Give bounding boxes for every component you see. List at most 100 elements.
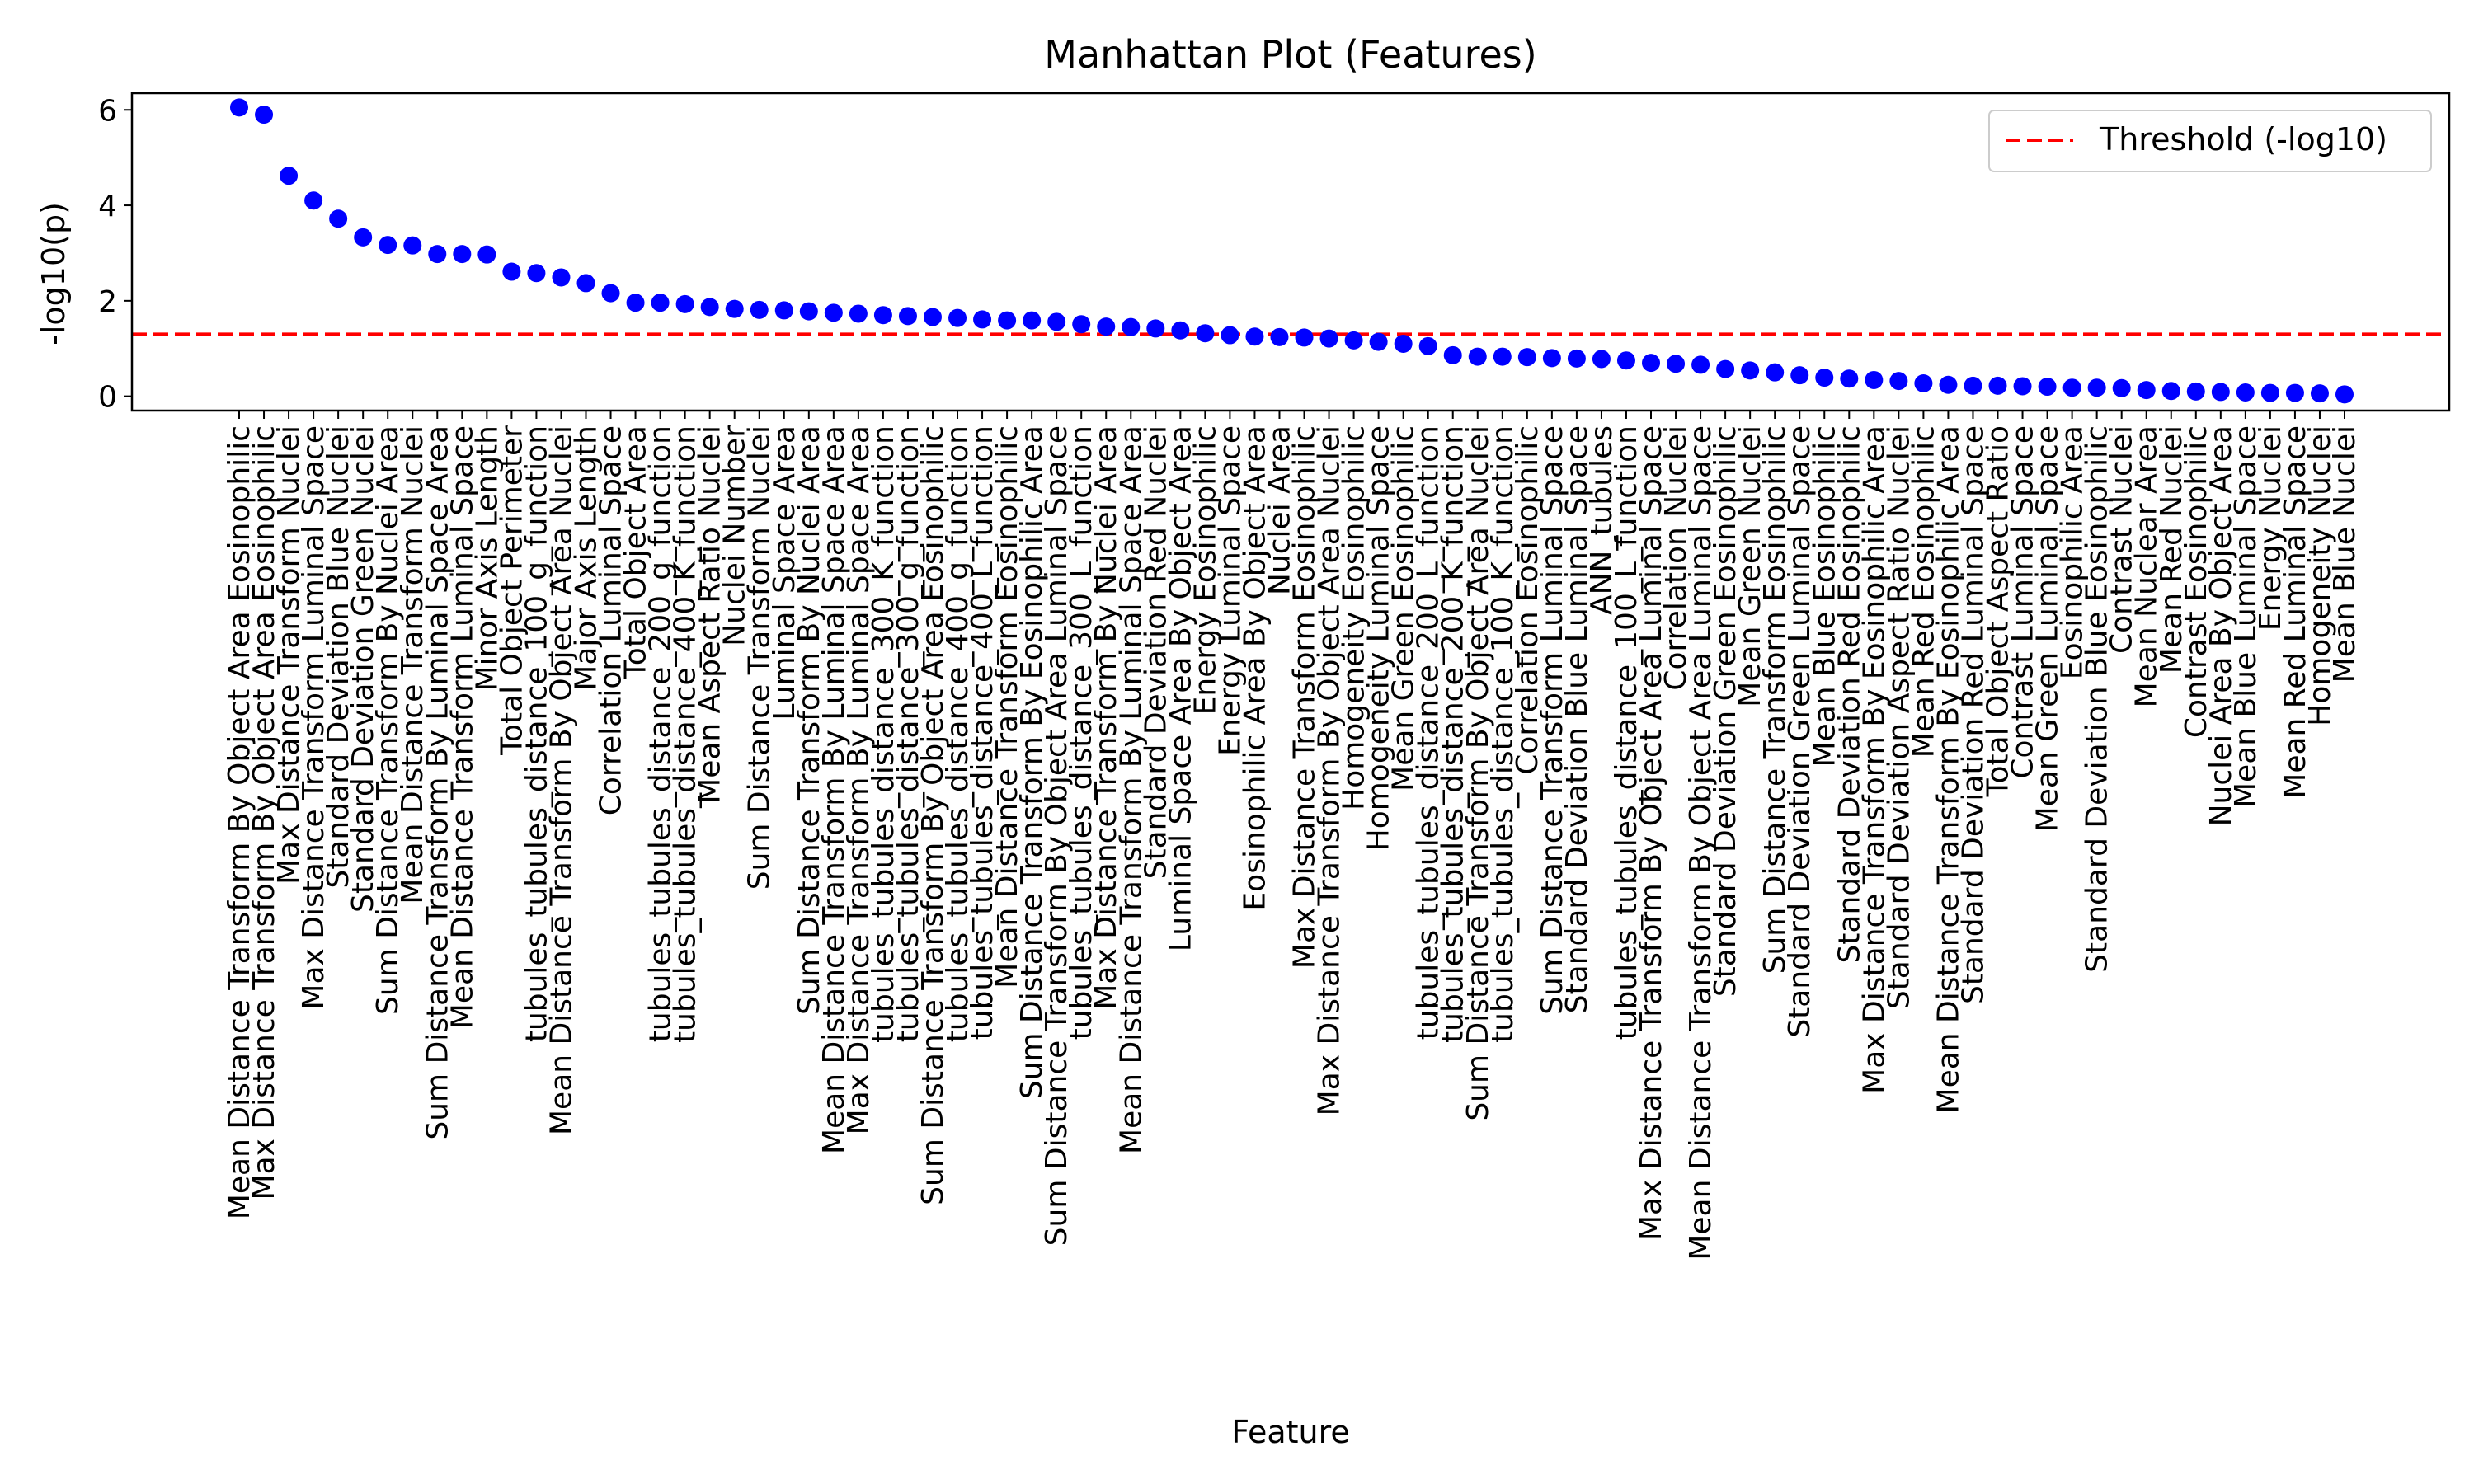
x-tick-label: Standard Deviation Red Nuclei xyxy=(1139,425,1173,879)
x-tick-label: Mean Distance Transform Eosinophilic xyxy=(990,425,1024,989)
x-tick-label: Standard Deviation Red Luminal Space xyxy=(1956,425,1990,1004)
x-tick-label: Mean Distance Transform By Luminal Space… xyxy=(1114,425,1148,1154)
x-tick-label: Max Distance Transform Eosinophilic xyxy=(1288,425,1322,969)
data-point xyxy=(280,167,299,186)
x-tick-label: Nuclei Area xyxy=(1263,425,1296,595)
data-point xyxy=(1988,376,2007,395)
x-tick-label: Sum Distance Transform By Object Area Eo… xyxy=(916,425,950,1205)
x-tick-label: Max Distance Transform By Object Area Nu… xyxy=(1313,425,1347,1115)
x-tick-label: Mean Aspect Ratio Nuclei xyxy=(694,425,727,804)
x-tick-label: Mean Distance Transform Luminal Space xyxy=(445,425,479,1029)
x-tick-label: Energy Luminal Space xyxy=(1213,425,1247,756)
x-tick-label: Max Distance Transform By Luminal Space … xyxy=(842,425,876,1134)
x-tick-label: Mean Distance Transform By Object Area L… xyxy=(1684,425,1718,1261)
x-tick-label: Luminal Space Area xyxy=(768,425,802,721)
x-tick-label: Standard Deviation Green Nuclei xyxy=(346,425,380,913)
x-tick-label: Energy Nuclei xyxy=(2254,425,2288,631)
x-tick-label: Standard Deviation Green Eosinophilic xyxy=(1709,425,1743,997)
x-tick-label: Energy Eosinophilic xyxy=(1188,425,1222,715)
x-tick-label: Sum Distance Transform By Object Area Lu… xyxy=(1040,425,1074,1246)
data-point xyxy=(1517,348,1536,367)
data-point xyxy=(1889,372,1908,391)
data-point xyxy=(1567,349,1586,368)
data-point xyxy=(2013,377,2032,396)
x-tick-label: Major Axis Length xyxy=(569,425,603,691)
x-tick-label: tubules_tubules_distance_200_L_function xyxy=(1412,425,1446,1040)
x-tick-label: Mean Blue Luminal Space xyxy=(2229,425,2263,808)
x-tick-label: Mean Distance Transform By Luminal Space… xyxy=(817,425,851,1154)
data-point xyxy=(379,236,397,255)
x-tick-label: Total Object Aspect Ratio xyxy=(1982,425,2015,797)
data-point xyxy=(1023,311,1042,330)
data-point xyxy=(403,236,422,255)
data-point xyxy=(1964,376,1982,395)
x-tick-label: Mean Green Nuclei xyxy=(1733,425,1767,707)
x-tick-label: Mean Blue Eosinophilic xyxy=(1808,425,1841,767)
data-point xyxy=(1840,369,1859,388)
x-tick-label: Minor Axis Length xyxy=(470,425,504,691)
data-point xyxy=(973,310,992,329)
x-tick-label: tubules_tubules_distance_400_g_function xyxy=(941,425,975,1042)
data-point xyxy=(2335,385,2354,404)
data-point xyxy=(1716,359,1735,378)
x-tick-label: tubules_tubules_distance_100_L_function xyxy=(1610,425,1644,1040)
x-tick-label: Mean Red Luminal Space xyxy=(2279,425,2312,799)
data-point xyxy=(2062,378,2081,397)
legend: Threshold (-log10) xyxy=(1988,110,2432,172)
x-tick-label: Eosinophilic Area xyxy=(2056,425,2090,679)
data-point xyxy=(1667,355,1686,373)
x-tick-label: Standard Deviation Blue Luminal Space xyxy=(1560,425,1594,1013)
data-point xyxy=(1122,317,1141,336)
data-point xyxy=(1642,354,1661,373)
data-point xyxy=(1443,345,1462,364)
plot-frame xyxy=(130,92,2451,412)
x-tick-label: Homogeneity Eosinophilic xyxy=(1338,425,1371,810)
data-point xyxy=(304,191,323,210)
x-tick-label: tubules_tubules_distance_300_K_function xyxy=(867,425,901,1043)
data-point xyxy=(998,311,1017,330)
data-point xyxy=(2038,378,2057,397)
data-point xyxy=(898,307,917,326)
x-tick-label: Mean Green Luminal Space xyxy=(2031,425,2065,832)
data-point xyxy=(799,302,818,321)
x-tick-label: Contrast Nuclei xyxy=(2105,425,2139,654)
x-tick-label: Mean Nuclear Area xyxy=(2130,425,2164,707)
data-point xyxy=(1270,327,1289,346)
data-point xyxy=(849,304,868,323)
x-tick-label: Correlation Eosinophilic xyxy=(1511,425,1545,775)
x-tick-label: Nuclei Area By Object Area xyxy=(2204,425,2238,826)
data-point xyxy=(1344,331,1363,350)
data-point xyxy=(576,274,595,293)
x-tick-label: Standard Deviation Blue Nuclei xyxy=(322,425,355,889)
data-point xyxy=(700,298,719,317)
x-tick-label: Contrast Eosinophilic xyxy=(2180,425,2213,738)
data-point xyxy=(552,268,571,287)
x-tick-label: Sum Distance Transform By Nuclei Area xyxy=(793,425,826,1015)
data-point xyxy=(1766,363,1785,382)
data-point xyxy=(2260,383,2279,402)
data-point xyxy=(948,308,967,327)
data-point xyxy=(651,294,670,312)
data-point xyxy=(1394,334,1413,353)
x-tick-label: Mean Distance Transform By Eosinophilic … xyxy=(1931,425,1965,1113)
x-tick-label: Homogeneity Luminal Space xyxy=(1362,425,1396,851)
data-point xyxy=(354,228,373,247)
x-tick-label: Standard Deviation Blue Eosinophilic xyxy=(2081,425,2114,973)
x-tick-label: Luminal Space Area By Object Area xyxy=(1164,425,1197,951)
x-tick-label: Max Distance Transform Nuclei xyxy=(272,425,306,885)
x-tick-label: Max Distance Transform By Object Area Lu… xyxy=(1634,425,1668,1241)
data-point xyxy=(1914,374,1933,392)
x-tick-label: tubules_tubules_distance_300_L_function xyxy=(1065,425,1098,1040)
y-axis-label: -log10(p) xyxy=(35,202,72,345)
x-tick-label: Max Distance Transform Luminal Space xyxy=(297,425,331,1010)
x-tick-label: Mean Distance Transform Nuclei xyxy=(396,425,430,904)
data-point xyxy=(428,245,447,264)
data-point xyxy=(1146,319,1165,338)
data-point xyxy=(1592,350,1611,369)
x-tick-label: Standard Deviation Red Eosinophilic xyxy=(1832,425,1866,964)
x-tick-label: Sum Distance Transform By Object Area Nu… xyxy=(1461,425,1495,1121)
x-tick-label: tubules_tubules_distance_400_K_function xyxy=(669,425,703,1043)
x-tick-label: Sum Distance Transform By Nuclei Area xyxy=(371,425,405,1015)
data-point xyxy=(873,306,892,325)
